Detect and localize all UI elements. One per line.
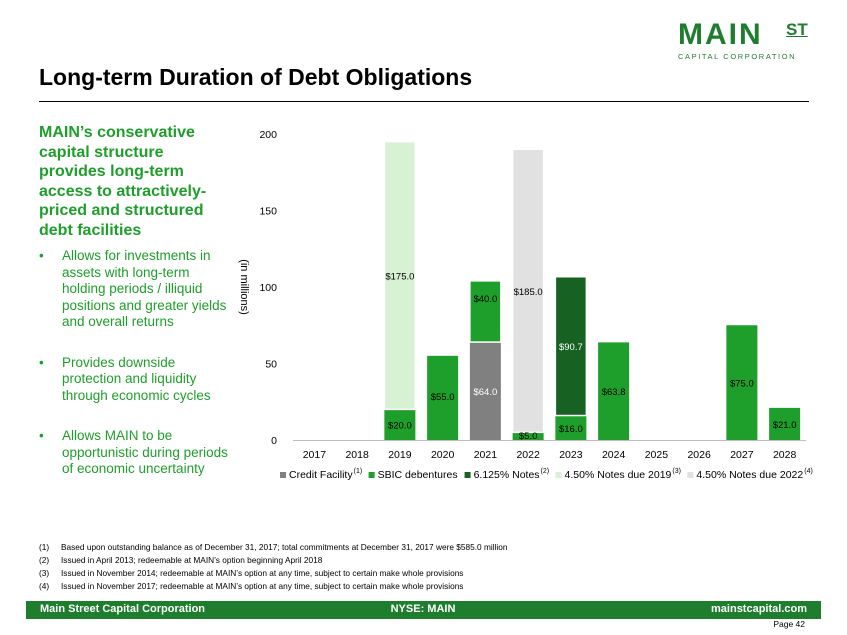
x-tick-label: 2024 <box>602 449 626 461</box>
bar-segment <box>511 148 545 434</box>
bullet-item: • Allows for investments in assets with l… <box>39 248 229 331</box>
x-tick-label: 2028 <box>773 449 797 461</box>
data-label: $185.0 <box>514 287 543 298</box>
bar-segment <box>427 355 459 440</box>
legend-footnote: (3) <box>672 468 681 475</box>
footnote: (4) Issued in November 2017; redeemable a… <box>39 580 819 593</box>
footnote-number: (2) <box>39 555 50 565</box>
x-tick-label: 2020 <box>431 449 455 461</box>
bar-segment <box>469 342 501 440</box>
page-number: Page 42 <box>773 619 805 629</box>
bullet-item: • Provides downside protection and liquid… <box>39 355 229 405</box>
footnote-number: (4) <box>39 581 50 591</box>
footer-company: Main Street Capital Corporation <box>40 603 206 615</box>
x-tick-label: 2019 <box>388 449 412 461</box>
y-tick-label: 0 <box>271 435 277 447</box>
bar-segment <box>469 280 502 343</box>
bullet-dot-icon: • <box>39 428 44 443</box>
data-label: $64.0 <box>473 387 497 398</box>
slide-title: Long-term Duration of Debt Obligations <box>39 64 473 90</box>
legend-footnote: (1) <box>354 468 363 475</box>
x-tick-label: 2022 <box>516 449 540 461</box>
data-label: $90.7 <box>559 342 583 353</box>
legend-swatch <box>368 472 375 478</box>
legend-label: 6.125% Notes <box>474 469 540 481</box>
legend-label: 4.50% Notes due 2022 <box>696 469 803 481</box>
title-divider <box>39 101 809 102</box>
footer-ticker: NYSE: MAIN <box>390 603 456 615</box>
data-label: $5.0 <box>519 431 538 442</box>
data-label: $63.8 <box>602 387 626 398</box>
y-tick-label: 150 <box>259 206 277 218</box>
logo-st-text: ST <box>786 20 808 39</box>
y-tick-label: 50 <box>265 359 277 371</box>
bullet-text: Allows MAIN to be opportunistic during p… <box>62 428 228 476</box>
data-label: $55.0 <box>431 392 455 403</box>
legend-label: Credit Facility <box>289 469 353 481</box>
x-tick-label: 2027 <box>730 449 754 461</box>
legend-swatch <box>464 472 471 478</box>
footnote: (2) Issued in April 2013; redeemable at M… <box>39 554 819 567</box>
y-tick-label: 200 <box>259 129 277 141</box>
bar-segment <box>383 140 417 411</box>
bullet-dot-icon: • <box>39 354 44 370</box>
footnote-text: Based upon outstanding balance as of Dec… <box>61 542 508 552</box>
main-street-logo: MAIN ST CAPITAL CORPORATION <box>678 20 818 62</box>
bullet-item: • Allows MAIN to be opportunistic during … <box>39 428 229 478</box>
legend-label: 4.50% Notes due 2019 <box>565 469 672 481</box>
bullet-dot-icon: • <box>39 248 44 263</box>
legend-swatch <box>555 472 562 478</box>
footnote-text: Issued in November 2014; redeemable at M… <box>61 568 464 578</box>
bullet-text: Allows for investments in assets with lo… <box>62 248 227 329</box>
data-label: $75.0 <box>730 379 754 390</box>
footnotes: (1) Based upon outstanding balance as of … <box>39 541 819 593</box>
bar-segment <box>555 415 587 440</box>
debt-maturity-chart: (in millions) 0 50 100 150 200 2017 2018 2019 202… <box>238 129 813 481</box>
y-axis-label: (in millions) <box>238 259 250 315</box>
footnote: (1) Based upon outstanding balance as of … <box>39 541 819 554</box>
data-label: $40.0 <box>473 294 497 305</box>
legend-swatch <box>687 472 694 478</box>
data-label: $20.0 <box>388 421 412 432</box>
footnote-text: Issued in April 2013; redeemable at MAIN… <box>61 555 323 565</box>
footer-website: mainstcapital.com <box>711 603 807 615</box>
legend-swatch <box>280 472 286 478</box>
x-tick-label: 2021 <box>474 449 498 461</box>
logo-main-text: MAIN <box>678 18 763 51</box>
headline: MAIN’s conservative capital structure pr… <box>39 124 207 239</box>
data-label: $16.0 <box>559 424 583 435</box>
bar-segment <box>769 407 801 440</box>
bullet-text: Provides downside protection and liquidi… <box>62 354 211 403</box>
footnote: (3) Issued in November 2014; redeemable a… <box>39 567 819 580</box>
legend-label: SBIC debentures <box>378 469 458 481</box>
legend-footnote: (2) <box>541 468 550 475</box>
bar-segment <box>512 432 544 440</box>
logo-subtitle: CAPITAL CORPORATION <box>678 52 797 61</box>
x-tick-label: 2026 <box>687 449 711 461</box>
footer-bar: Main Street Capital Corporation NYSE: MA… <box>26 601 821 619</box>
footnote-text: Issued in November 2017; redeemable at M… <box>61 581 464 591</box>
legend-footnote: (4) <box>804 468 813 475</box>
data-label: $175.0 <box>385 272 414 283</box>
bar-segment <box>598 342 630 440</box>
x-tick-label: 2023 <box>559 449 583 461</box>
data-label: $21.0 <box>773 420 797 431</box>
x-tick-label: 2025 <box>645 449 669 461</box>
footnote-number: (3) <box>39 568 50 578</box>
bullet-list: • Allows for investments in assets with l… <box>39 248 229 502</box>
y-tick-label: 100 <box>259 282 277 294</box>
x-tick-label: 2018 <box>345 449 369 461</box>
footnote-number: (1) <box>39 542 50 552</box>
bar-segment <box>726 325 758 440</box>
bar-segment <box>384 409 416 440</box>
x-tick-label: 2017 <box>303 449 327 461</box>
bar-segment <box>554 275 588 417</box>
